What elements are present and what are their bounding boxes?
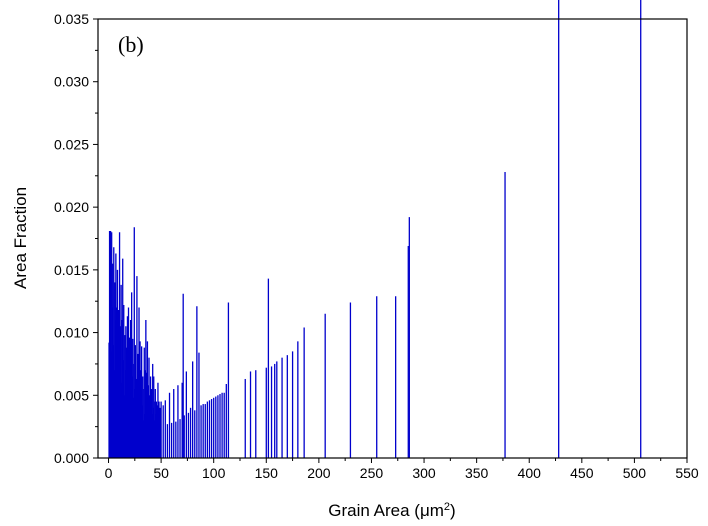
x-tick-label: 500 <box>623 465 647 481</box>
x-tick-label: 550 <box>675 465 699 481</box>
x-tick-label: 350 <box>465 465 489 481</box>
y-tick-label: 0.005 <box>54 387 89 403</box>
y-tick-label: 0.035 <box>54 11 89 27</box>
y-tick-label: 0.030 <box>54 74 89 90</box>
x-axis-title: Grain Area (μm2) <box>328 501 455 520</box>
y-axis-title: Area Fraction <box>11 187 30 289</box>
x-tick-label: 400 <box>518 465 542 481</box>
panel-label: (b) <box>118 32 144 57</box>
x-tick-label: 300 <box>412 465 436 481</box>
y-tick-label: 0.015 <box>54 262 89 278</box>
y-tick-label: 0.025 <box>54 136 89 152</box>
x-tick-label: 150 <box>255 465 279 481</box>
y-tick-label: 0.000 <box>54 450 89 466</box>
x-tick-label: 50 <box>153 465 169 481</box>
y-axis: 0.000 0.005 0.010 0.015 0.020 0.025 0.030 0.035 <box>54 11 98 466</box>
y-tick-label: 0.010 <box>54 325 89 341</box>
x-tick-label: 250 <box>360 465 384 481</box>
x-tick-label: 100 <box>202 465 226 481</box>
y-tick-label: 0.020 <box>54 199 89 215</box>
x-tick-label: 0 <box>105 465 113 481</box>
bars-group <box>108 0 642 458</box>
x-axis: 0 50 100 150 200 250 300 350 400 450 500 550 <box>105 458 699 481</box>
x-tick-label: 200 <box>307 465 331 481</box>
x-tick-label: 450 <box>570 465 594 481</box>
